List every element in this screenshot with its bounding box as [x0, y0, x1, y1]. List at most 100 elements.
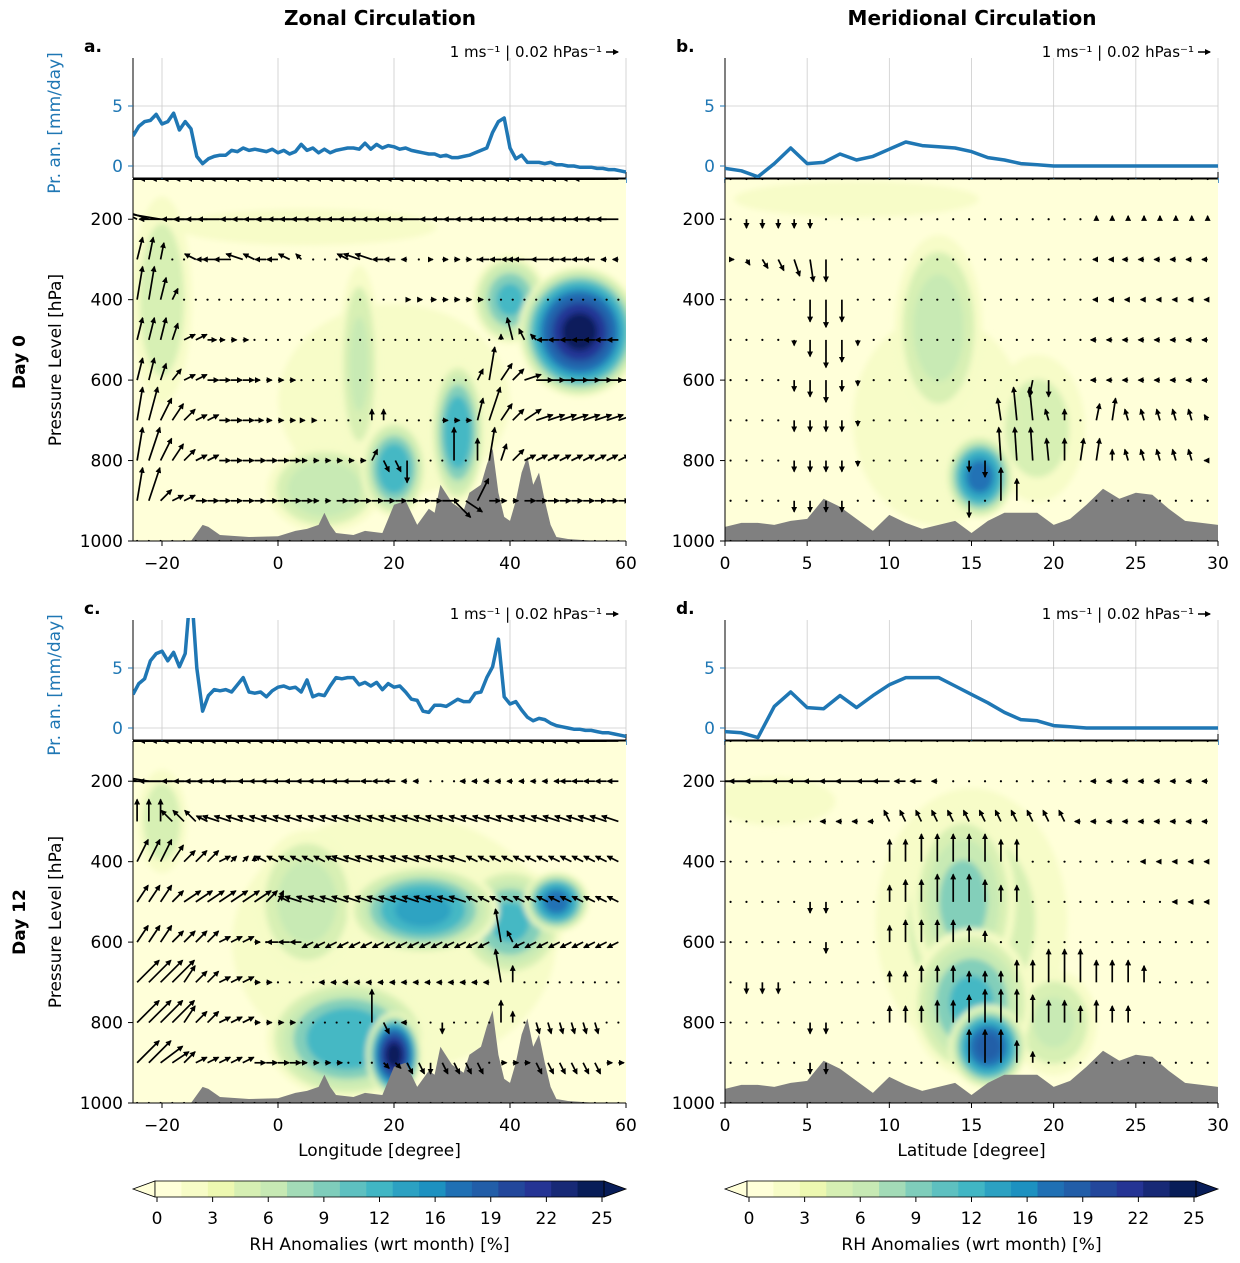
wind-vector [518, 327, 526, 341]
wind-vector-calm [920, 459, 923, 462]
wind-vector [1171, 408, 1177, 421]
wind-vector-calm [1015, 338, 1018, 341]
wind-vector [159, 316, 168, 341]
wind-vector-calm [253, 298, 256, 301]
wind-vector-calm [729, 419, 732, 422]
wind-vector-calm [535, 298, 538, 301]
wind-vector-calm [936, 298, 939, 301]
wind-vector [559, 413, 578, 422]
wind-vector-calm [452, 379, 456, 382]
precip-line [725, 140, 1218, 178]
wind-vector [237, 814, 255, 823]
wind-vector-calm [523, 1021, 526, 1024]
rh-contour-level [349, 316, 369, 412]
wind-vector [1026, 386, 1034, 421]
wind-vector-calm [1111, 1061, 1114, 1064]
wind-vector-calm [452, 338, 456, 341]
wind-vector-calm [824, 860, 828, 863]
wind-vector-calm [968, 780, 971, 783]
wind-vector-calm [920, 258, 923, 261]
colorbar-tick-label: 6 [855, 1209, 866, 1229]
wind-vector [159, 489, 173, 502]
wind-vector [183, 448, 196, 462]
wind-vector-calm [488, 1061, 491, 1064]
wind-vector [171, 959, 196, 983]
panel-label: c. [84, 599, 101, 619]
wind-vector [1123, 408, 1130, 421]
colorbar-tick-label: 19 [480, 1209, 502, 1229]
wind-vector [354, 854, 373, 863]
wind-vector [283, 814, 302, 823]
wind-vector-calm [793, 981, 796, 984]
wind-vector-calm [936, 218, 939, 221]
wind-vector-calm [570, 981, 573, 984]
wind-vector-calm [968, 338, 971, 341]
wind-vector [793, 259, 801, 277]
wind-vector [931, 809, 939, 822]
wind-vector [183, 494, 196, 502]
colorbar-segment [366, 1181, 394, 1197]
wind-vector-calm [1031, 860, 1034, 863]
wind-vector-calm [729, 900, 732, 903]
wind-vector-calm [745, 900, 748, 903]
wind-vector-calm [1047, 218, 1050, 221]
wind-vector-calm [761, 1061, 764, 1064]
wind-vector [512, 368, 525, 381]
wind-vector-calm [840, 941, 843, 944]
precip-axes: 0 5 Pr. an. [mm/day] [45, 614, 627, 756]
wind-vector [207, 414, 220, 422]
wind-vector-calm [605, 1021, 608, 1024]
wind-vector [946, 809, 954, 822]
wind-vector [547, 941, 561, 949]
wind-vector [301, 941, 314, 949]
wind-vector-calm [904, 338, 907, 341]
wind-vector-calm [370, 298, 373, 301]
precip-ytick-label: 5 [112, 97, 123, 117]
wind-vector [1043, 408, 1050, 421]
wind-vector [424, 854, 443, 863]
wind-vector [1095, 437, 1102, 461]
wind-vector [582, 454, 596, 462]
wind-vector-calm [1190, 981, 1193, 984]
rh-contours [733, 181, 1086, 526]
wind-vector-calm [904, 1061, 907, 1064]
wind-vector [159, 999, 184, 1024]
wind-vector [606, 941, 619, 949]
wind-vector [978, 809, 986, 822]
wind-vector [354, 895, 373, 903]
wind-vector-calm [605, 981, 608, 984]
wind-vector [488, 346, 497, 381]
wind-vector-calm [872, 1061, 875, 1064]
wind-vector-calm [872, 459, 875, 462]
wind-vector-calm [452, 1021, 456, 1024]
wind-vector [248, 814, 267, 823]
wind-vector [201, 814, 220, 823]
wind-vector-calm [1063, 298, 1066, 301]
wind-vector [148, 316, 157, 341]
wind-vector-calm [1142, 900, 1146, 903]
wind-vector [523, 408, 542, 422]
colorbar-tick-label: 22 [536, 1209, 558, 1229]
precip-line [725, 675, 1218, 740]
wind-vector [571, 454, 584, 462]
wind-vector [489, 855, 502, 863]
wind-vector-calm [872, 981, 875, 984]
wind-vector [553, 814, 572, 823]
wind-vector-calm [535, 981, 538, 984]
wind-vector [254, 890, 272, 903]
wind-vector [348, 941, 361, 949]
wind-vector-calm [872, 258, 875, 261]
wind-vector [301, 855, 314, 863]
wind-vector [242, 890, 261, 903]
wind-vector-calm [1174, 1061, 1177, 1064]
xtick-label: 0 [720, 554, 731, 574]
wind-vector-calm [1142, 1061, 1146, 1064]
wind-vector [406, 1062, 414, 1075]
rh-contour-level [386, 1042, 402, 1067]
wind-vector [506, 930, 514, 943]
wind-vector [594, 1062, 602, 1075]
wind-vector-calm [968, 218, 971, 221]
wind-vector-calm [745, 499, 748, 502]
wind-vector-calm [394, 1021, 397, 1024]
wind-vector [382, 1022, 390, 1035]
